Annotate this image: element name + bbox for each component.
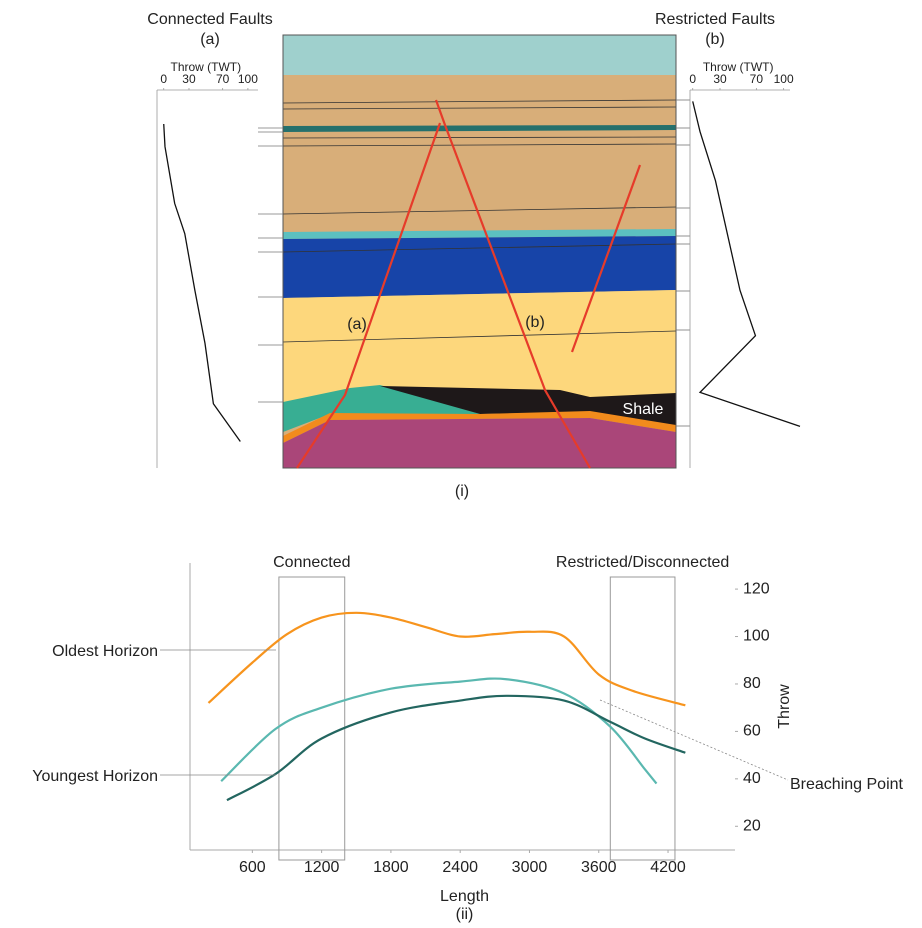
y-tick-label: 80: [743, 675, 761, 692]
figure: (a) (b) Shale (i) Connected Faults (a) Thr…: [0, 0, 922, 928]
page: (a) (b) Shale (i) Connected Faults (a) Thr…: [0, 0, 922, 928]
series-line: [227, 696, 685, 800]
x-tick-label: 30: [182, 72, 196, 86]
x-tick-label: 1800: [373, 859, 409, 876]
x-tick-label: 2400: [442, 859, 478, 876]
series-line: [221, 679, 656, 784]
chart-subtitle: (b): [705, 31, 725, 48]
x-tick-label: 0: [160, 72, 167, 86]
chart-title: Restricted Faults: [655, 11, 775, 28]
annotation: Oldest Horizon: [52, 643, 158, 660]
series-line: [208, 613, 685, 706]
y-tick-label: 60: [743, 723, 761, 740]
x-tick-label: 70: [750, 72, 764, 86]
y-tick-label: 20: [743, 817, 761, 834]
x-tick-label: 100: [774, 72, 794, 86]
throw-profile: [693, 101, 800, 426]
throw-profile: [164, 124, 241, 442]
annotation: Breaching Point: [790, 776, 904, 793]
chart-subtitle: (a): [200, 31, 220, 48]
x-tick-label: 1200: [304, 859, 340, 876]
region-box: [610, 577, 675, 860]
annotation-leader: [600, 700, 788, 780]
y-axis-label: Throw: [776, 684, 793, 729]
chart-title: Connected Faults: [147, 11, 272, 28]
x-axis-label: Length: [440, 888, 489, 905]
top-layer: [283, 35, 676, 75]
yellow-layer: [283, 290, 676, 402]
fault-label: (b): [525, 314, 545, 331]
x-tick-label: 70: [216, 72, 230, 86]
y-tick-label: 120: [743, 580, 770, 597]
caption: (ii): [456, 906, 474, 923]
region-label: Restricted/Disconnected: [556, 554, 729, 571]
region-label: Connected: [273, 554, 350, 571]
cross-section: (a) (b) Shale (i): [258, 35, 690, 500]
region-box: [279, 577, 345, 860]
x-tick-label: 30: [713, 72, 727, 86]
x-tick-label: 4200: [650, 859, 686, 876]
x-tick-label: 3000: [512, 859, 548, 876]
y-tick-label: 40: [743, 770, 761, 787]
x-tick-label: 3600: [581, 859, 617, 876]
x-tick-label: 600: [239, 859, 266, 876]
caption: (i): [455, 483, 469, 500]
y-tick-label: 100: [743, 628, 770, 645]
magenta-layer: [283, 418, 676, 468]
x-tick-label: 0: [689, 72, 696, 86]
annotation: Youngest Horizon: [32, 768, 158, 785]
x-tick-label: 100: [238, 72, 258, 86]
fault-label: (a): [347, 316, 367, 333]
x-axis-label: Throw (TWT): [170, 60, 241, 74]
shale-label: Shale: [623, 401, 664, 418]
